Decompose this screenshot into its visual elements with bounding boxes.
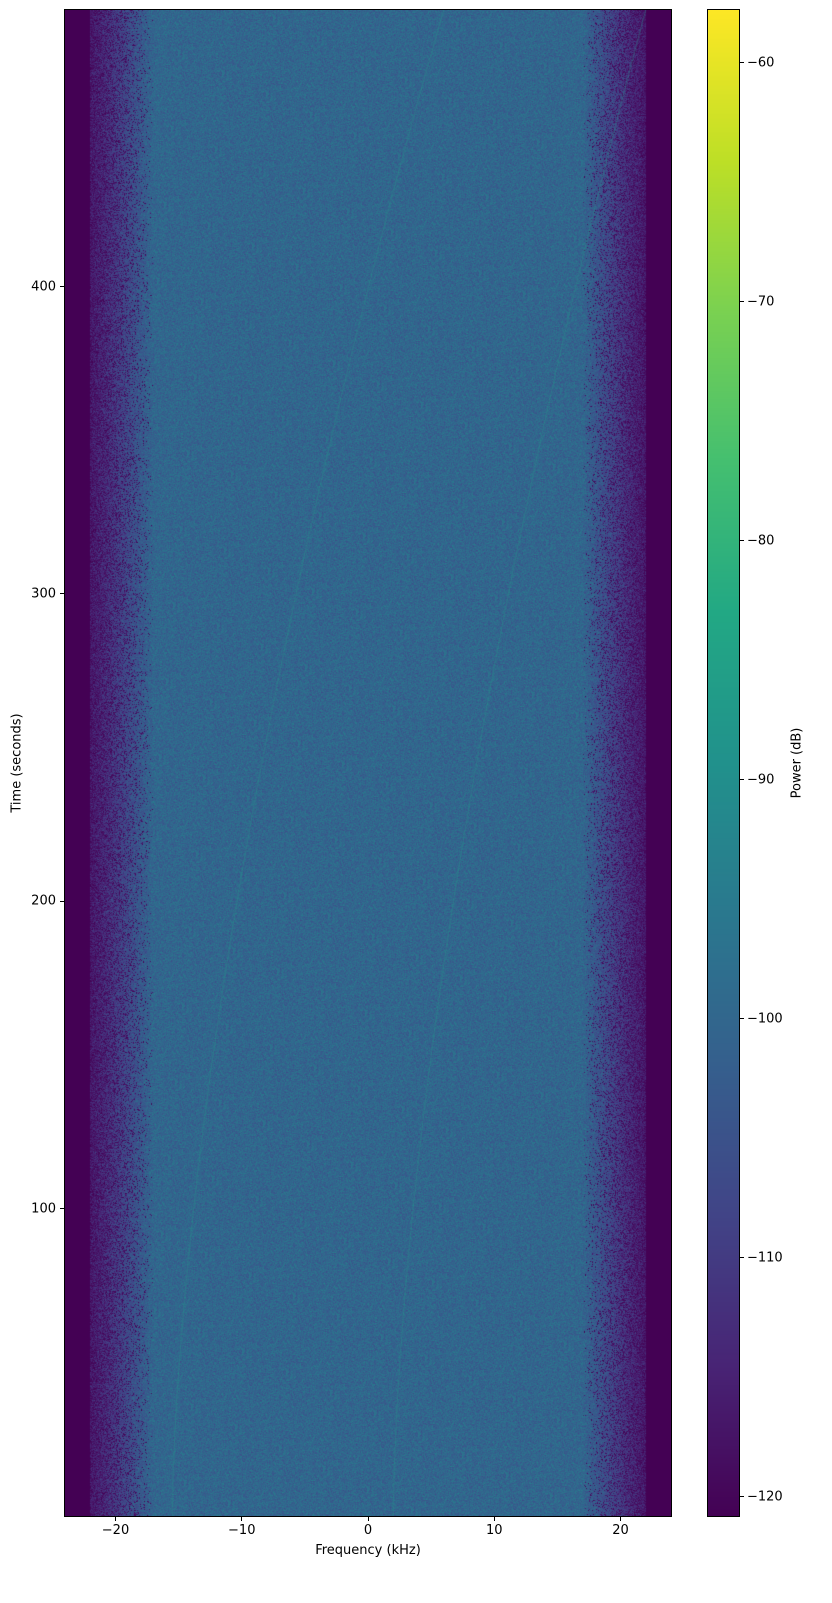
colorbar-tick-label: −120	[747, 1489, 783, 1505]
y-tick-mark	[60, 286, 64, 288]
x-tick-mark	[493, 1517, 495, 1521]
x-tick-label: −10	[228, 1523, 256, 1538]
x-tick-mark	[115, 1517, 116, 1521]
y-tick-label: 100	[31, 1201, 56, 1217]
colorbar-tick-label: −60	[747, 55, 775, 71]
colorbar-tick-mark	[740, 62, 744, 64]
colorbar-tick-label: −110	[747, 1250, 783, 1266]
colorbar-tick-mark	[740, 1018, 744, 1020]
x-tick-mark	[367, 1517, 369, 1521]
colorbar-tick-label: −100	[747, 1011, 783, 1027]
colorbar-tick-label: −80	[747, 533, 775, 549]
colorbar-tick-label: −70	[747, 294, 775, 310]
x-tick-mark	[241, 1517, 243, 1521]
y-tick-mark	[60, 900, 64, 902]
colorbar-tick-mark	[740, 779, 744, 781]
colorbar-tick-mark	[740, 1496, 744, 1498]
x-tick-label: 0	[363, 1523, 373, 1538]
spectrogram-image	[65, 10, 671, 1516]
y-tick-label: 300	[31, 586, 56, 602]
y-tick-label: 400	[31, 279, 56, 295]
y-axis-label: Time (seconds)	[9, 713, 25, 813]
y-tick-mark	[60, 593, 64, 595]
x-axis-label: Frequency (kHz)	[315, 1543, 421, 1558]
y-tick-label: 200	[31, 893, 56, 909]
colorbar-label: Power (dB)	[789, 727, 805, 799]
colorbar-tick-mark	[740, 1257, 744, 1259]
colorbar-tick-mark	[740, 301, 744, 303]
colorbar-tick-mark	[740, 540, 744, 542]
x-tick-label: 10	[485, 1523, 503, 1538]
colorbar-tick-label: −90	[747, 772, 775, 788]
x-tick-label: −20	[101, 1523, 130, 1538]
x-tick-mark	[620, 1517, 621, 1521]
y-tick-mark	[60, 1208, 64, 1210]
colorbar	[708, 10, 739, 1516]
x-tick-label: 20	[612, 1523, 629, 1538]
